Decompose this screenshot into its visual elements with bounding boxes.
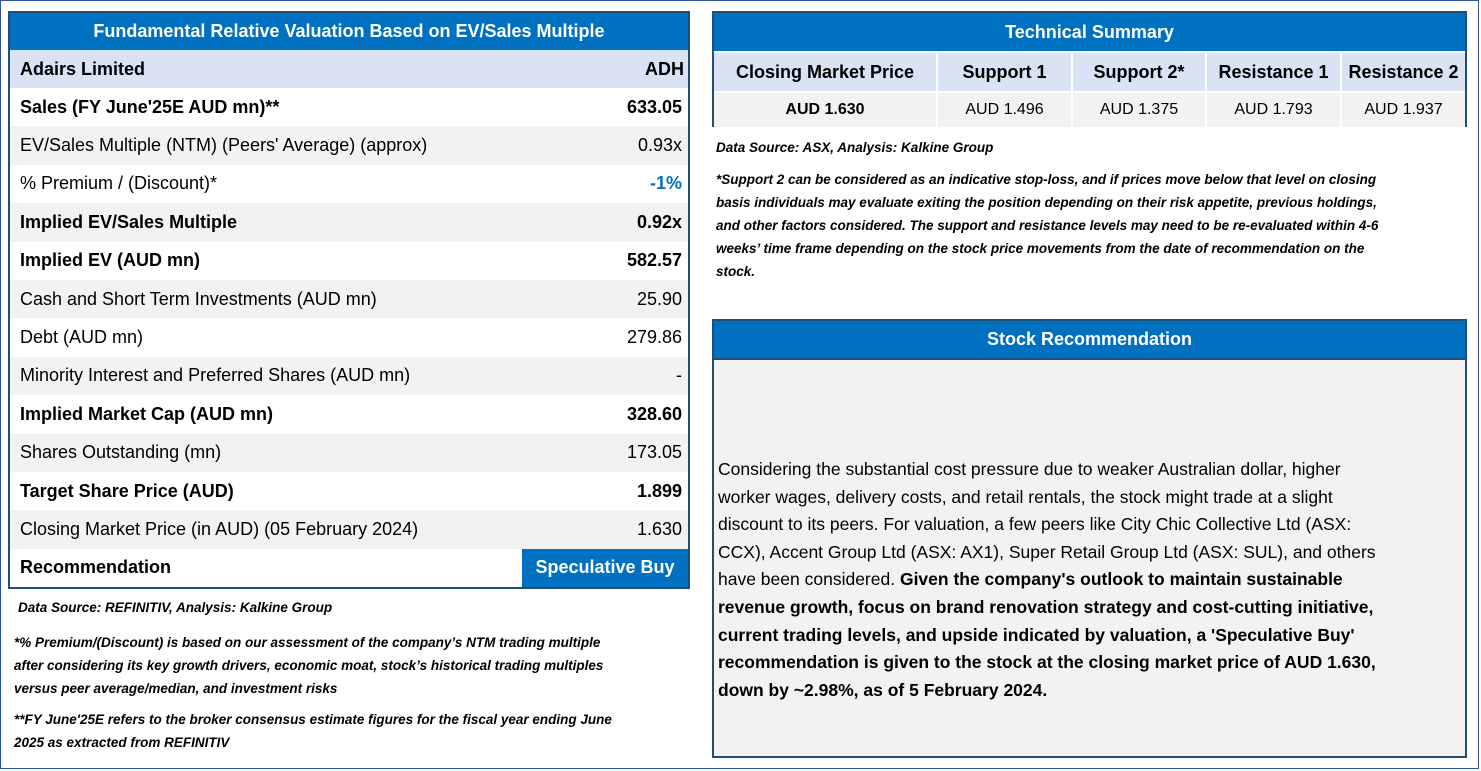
note-line: versus peer average/median, and investme…: [14, 681, 338, 696]
valuation-row-label: Shares Outstanding (mn): [20, 442, 222, 463]
valuation-row-label: Debt (AUD mn): [20, 327, 144, 348]
valuation-source: Data Source: REFINITIV, Analysis: Kalkin…: [18, 600, 333, 615]
technical-title: Technical Summary: [714, 13, 1465, 51]
valuation-row-label: Implied EV (AUD mn): [20, 250, 201, 271]
stock-recommendation-title: Stock Recommendation: [714, 321, 1465, 360]
rec-line-mixed: have been considered. Given the company'…: [718, 566, 1458, 594]
rec-line: CCX), Accent Group Ltd (ASX: AX1), Super…: [718, 541, 1376, 562]
technical-grid: Closing Market Price AUD 1.630 Support 1…: [714, 51, 1465, 127]
tech-header: Support 1: [938, 51, 1071, 91]
company-name: Adairs Limited: [20, 58, 146, 79]
valuation-row-value: 328.60: [626, 403, 682, 424]
valuation-note-1: *% Premium/(Discount) is based on our as…: [14, 631, 694, 700]
valuation-row: Sales (FY June'25E AUD mn)** 633.05: [10, 88, 688, 126]
stock-recommendation-text: Considering the substantial cost pressur…: [718, 456, 1458, 704]
valuation-row-label: Closing Market Price (in AUD) (05 Februa…: [20, 518, 419, 539]
valuation-row-label: Implied EV/Sales Multiple: [20, 211, 238, 232]
valuation-row: Debt (AUD mn) 279.86: [10, 318, 688, 356]
valuation-row: Minority Interest and Preferred Shares (…: [10, 356, 688, 396]
tech-value: AUD 1.375: [1073, 91, 1205, 127]
rec-line: worker wages, delivery costs, and retail…: [718, 486, 1333, 507]
valuation-row-label: EV/Sales Multiple (NTM) (Peers' Average)…: [20, 135, 428, 156]
stock-recommendation-panel: Stock Recommendation Considering the sub…: [712, 319, 1467, 758]
valuation-row-value: -1%: [649, 173, 682, 194]
tech-col-closing: Closing Market Price AUD 1.630: [714, 51, 938, 127]
valuation-header-row: Adairs Limited ADH: [10, 50, 688, 88]
note-line: **FY June'25E refers to the broker conse…: [14, 712, 612, 727]
tech-col-support1: Support 1 AUD 1.496: [938, 51, 1073, 127]
note-line: stock.: [716, 264, 756, 279]
tech-header: Support 2*: [1073, 51, 1205, 91]
rec-bold-line: recommendation is given to the stock at …: [718, 652, 1376, 673]
valuation-row-value: 0.93x: [637, 135, 682, 156]
rec-line: discount to its peers. For valuation, a …: [718, 514, 1352, 535]
rec-line: Considering the substantial cost pressur…: [718, 459, 1341, 479]
valuation-row: Closing Market Price (in AUD) (05 Februa…: [10, 510, 688, 549]
note-line: and other factors considered. The suppor…: [716, 218, 1379, 233]
valuation-row-value: 633.05: [626, 96, 682, 117]
valuation-row-value: 25.90: [636, 288, 682, 309]
tech-value: AUD 1.793: [1207, 91, 1340, 127]
valuation-row-label: Target Share Price (AUD): [20, 480, 234, 501]
valuation-note-2: **FY June'25E refers to the broker conse…: [14, 708, 694, 754]
valuation-row: Implied EV (AUD mn) 582.57: [10, 242, 688, 280]
technical-source: Data Source: ASX, Analysis: Kalkine Grou…: [716, 140, 994, 155]
valuation-row: Cash and Short Term Investments (AUD mn)…: [10, 279, 688, 319]
recommendation-label: Recommendation: [20, 557, 172, 578]
valuation-row: Target Share Price (AUD) 1.899: [10, 472, 688, 510]
tech-value: AUD 1.496: [938, 91, 1071, 127]
note-line: *% Premium/(Discount) is based on our as…: [14, 635, 601, 650]
valuation-row: EV/Sales Multiple (NTM) (Peers' Average)…: [10, 126, 688, 165]
valuation-row-label: Cash and Short Term Investments (AUD mn): [20, 288, 377, 309]
note-line: *Support 2 can be considered as an indic…: [716, 172, 1377, 187]
tech-value: AUD 1.630: [714, 91, 936, 127]
tech-header: Resistance 2: [1342, 51, 1465, 91]
tech-header: Resistance 1: [1207, 51, 1340, 91]
rec-bold-line: down by ~2.98%, as of 5 February 2024.: [718, 679, 1048, 700]
valuation-row-label: % Premium / (Discount)*: [20, 173, 218, 194]
tech-col-support2: Support 2* AUD 1.375: [1073, 51, 1207, 127]
tech-header: Closing Market Price: [714, 51, 936, 91]
tech-col-resistance1: Resistance 1 AUD 1.793: [1207, 51, 1342, 127]
note-line: basis individuals may evaluate exiting t…: [716, 195, 1377, 210]
note-line: weeks’ time frame depending on the stock…: [716, 241, 1365, 256]
valuation-rows: Sales (FY June'25E AUD mn)** 633.05 EV/Sal…: [10, 88, 688, 549]
valuation-row-value: 1.899: [636, 480, 682, 501]
rec-bold-line: revenue growth, focus on brand renovatio…: [718, 596, 1374, 617]
valuation-table: Fundamental Relative Valuation Based on …: [8, 11, 690, 589]
ticker: ADH: [645, 58, 684, 79]
valuation-row-value: 582.57: [626, 250, 682, 271]
rec-bold-line: current trading levels, and upside indic…: [718, 624, 1355, 645]
valuation-row: Shares Outstanding (mn) 173.05: [10, 433, 688, 472]
rec-bold-span: Given the company's outlook to maintain …: [899, 569, 1343, 590]
valuation-row-value: 0.92x: [636, 211, 682, 232]
valuation-row-value: 1.630: [636, 518, 682, 539]
technical-summary-table: Technical Summary Closing Market Price A…: [712, 11, 1467, 127]
valuation-row: % Premium / (Discount)* -1%: [10, 165, 688, 203]
valuation-row-label: Sales (FY June'25E AUD mn)**: [20, 96, 280, 117]
recommendation-value: Speculative Buy: [522, 548, 688, 588]
valuation-title: Fundamental Relative Valuation Based on …: [10, 13, 688, 50]
valuation-row-label: Implied Market Cap (AUD mn): [20, 403, 274, 424]
tech-col-resistance2: Resistance 2 AUD 1.937: [1342, 51, 1465, 127]
valuation-row: Implied Market Cap (AUD mn) 328.60: [10, 395, 688, 433]
valuation-row: Implied EV/Sales Multiple 0.92x: [10, 203, 688, 242]
valuation-row-value: -: [676, 365, 682, 386]
recommendation-row: Recommendation Speculative Buy: [10, 548, 688, 588]
rec-text-span: have been considered.: [718, 569, 900, 590]
note-line: after considering its key growth drivers…: [14, 658, 604, 673]
valuation-row-label: Minority Interest and Preferred Shares (…: [20, 365, 411, 386]
note-line: 2025 as extracted from REFINITIV: [14, 735, 230, 750]
valuation-row-value: 279.86: [626, 327, 682, 348]
tech-value: AUD 1.937: [1342, 91, 1465, 127]
valuation-row-value: 173.05: [626, 442, 682, 463]
technical-note: *Support 2 can be considered as an indic…: [716, 168, 1466, 283]
